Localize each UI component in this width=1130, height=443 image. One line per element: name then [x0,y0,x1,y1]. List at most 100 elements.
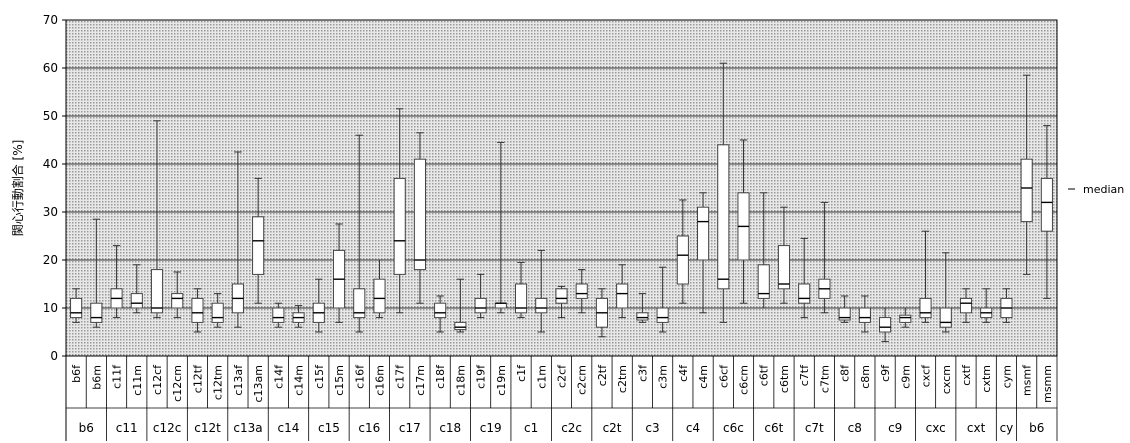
group-label: c6c [723,421,744,435]
group-label: c19 [480,421,502,435]
legend: median [1068,183,1124,196]
box-cxtf [959,288,973,323]
box-iqr [555,288,568,304]
group-label: c14 [278,421,300,435]
group-label: c13a [233,421,262,435]
group-label: c9 [888,421,902,435]
x-axis-groups: b6 c11 c12c c12t c13a c14 c15 c16 c17 c18 c19 c1 c2c… [66,407,1058,441]
box-c14m [292,305,305,328]
category-label: c14f [272,364,285,389]
box-iqr [777,245,791,290]
box-c1f [514,261,528,319]
box-iqr [272,307,285,323]
category-label: c7tm [818,365,831,393]
group-label: b6 [1029,421,1044,435]
box-iqr [636,312,649,321]
box-iqr [535,297,548,314]
box-iqr [211,302,224,323]
box-c8m [858,295,871,333]
category-label: c1f [515,364,528,382]
category-label: c11m [131,365,144,396]
category-label: c15f [313,364,326,389]
box-c1m [535,249,548,333]
group-label: c16 [358,421,380,435]
y-tick-label: 0 [50,349,58,363]
y-tick-label: 20 [43,253,58,267]
box-c6cm [737,139,750,304]
box-c6cf [717,62,730,323]
category-label: c4f [677,364,690,382]
category-label: c2cf [556,364,569,388]
category-label: c1m [535,365,548,389]
group-label: c2t [603,421,622,435]
box-c4f [676,199,689,304]
box-iqr [474,297,487,314]
box-c13am [252,177,265,304]
category-label: c2tf [596,364,609,386]
box-c17f [393,108,406,314]
category-label: cxtm [980,365,993,393]
boxes [65,62,1053,441]
box-iqr [959,297,973,314]
box-iqr [1020,158,1033,223]
category-label: c2tm [616,365,629,393]
box-iqr [798,283,811,304]
group-label: c7t [805,421,824,435]
category-label: msmf [1021,364,1034,396]
box-c3m [656,266,669,333]
box-c6tf [757,192,770,309]
box-iqr [656,307,669,323]
category-label: c6tf [758,364,771,386]
box-iqr [514,283,528,314]
box-c16m [373,259,386,319]
box-c17m [413,132,426,304]
box-iqr [616,283,629,309]
category-label: c3f [636,364,649,382]
category-label: c16m [373,365,386,396]
group-label: c1 [524,421,538,435]
box-cxtm [980,288,993,323]
box-b6f [70,288,83,323]
group-label: cy [1000,421,1014,435]
box-c2cf [555,285,568,319]
category-label: c7tf [798,364,811,386]
box-c11f [110,245,123,319]
category-label: c12cf [151,364,164,395]
gridlines [66,67,1057,309]
box-iqr [252,216,265,275]
group-label: c18 [439,421,461,435]
box-c16f [353,134,366,333]
group-label: c3 [645,421,659,435]
box-c12cm [171,271,184,319]
box-c2tm [616,264,629,319]
box-c2tf [595,288,609,338]
box-b6m [90,218,103,328]
box-iqr [757,264,770,299]
box-msmf [1020,74,1033,275]
box-iqr [858,307,871,323]
box-cym [1000,288,1013,323]
category-label: msmm [1041,365,1054,403]
category-label: cym [1000,365,1013,388]
box-c9f [879,307,892,343]
box-c4m [697,192,710,314]
box-c2cm [575,269,588,314]
box-c15f [312,278,325,333]
group-label: c4 [686,421,700,435]
category-label: c17m [414,365,427,396]
y-tick-label: 60 [43,61,58,75]
category-label: c11f [111,364,124,389]
box-iqr [171,293,184,309]
box-c19m [494,141,507,314]
box-iqr [838,307,851,321]
box-iqr [353,288,366,319]
box-iqr [1040,177,1053,232]
group-label: cxt [967,421,986,435]
category-label: c16f [353,364,366,389]
box-c12tm [211,293,224,328]
box-c7tf [798,237,811,319]
box-iqr [717,144,730,290]
category-label: c14m [293,365,306,396]
box-iqr [130,293,143,309]
box-c9m [899,307,912,328]
